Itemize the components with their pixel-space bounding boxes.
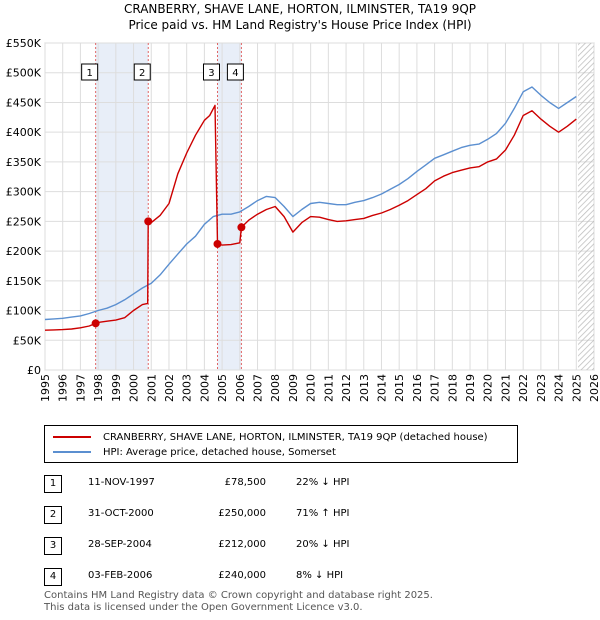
y-tick-label: £200K [6,245,42,258]
legend-swatch-property [53,436,91,438]
hpi-line [44,86,577,321]
legend-label-property: CRANBERRY, SHAVE LANE, HORTON, ILMINSTER… [103,431,488,443]
x-tick-label: 2019 [464,374,477,402]
x-tick-label: 2026 [588,374,600,402]
sale-number-box [133,63,151,81]
sale-number-box [226,63,244,81]
transaction-price: £78,500 [224,477,266,488]
transaction-date: 31-OCT-2000 [88,508,154,519]
property-price-line [44,104,577,331]
x-tick-label: 2015 [393,374,406,402]
x-tick-label: 2002 [163,374,176,402]
transaction-price: £250,000 [218,508,266,519]
sale-number-label: 3 [208,68,214,79]
y-tick-label: £500K [6,67,42,80]
x-tick-label: 2014 [375,374,388,402]
transaction-hpi-diff: 22% ↓ HPI [296,477,350,488]
x-tick-label: 2023 [535,374,548,402]
legend-item-hpi: HPI: Average price, detached house, Some… [53,445,336,459]
chart-title: CRANBERRY, SHAVE LANE, HORTON, ILMINSTER… [123,2,477,16]
transaction-price: £212,000 [218,539,266,550]
x-tick-label: 1997 [74,374,87,402]
x-tick-label: 2006 [234,374,247,402]
transaction-date: 03-FEB-2006 [88,570,153,581]
x-tick-label: 2000 [128,374,141,402]
x-tick-label: 2011 [322,374,335,402]
sale-period-band [95,43,149,370]
sale-number-label: 4 [232,68,238,79]
x-tick-label: 1999 [110,374,123,402]
sale-number-label: 2 [139,68,145,79]
y-tick-label: £450K [6,96,42,109]
transaction-number: 2 [44,506,62,524]
transaction-date: 28-SEP-2004 [88,539,152,550]
x-tick-label: 2017 [429,374,442,402]
x-tick-label: 2018 [446,374,459,402]
sale-point [237,223,246,232]
x-tick-label: 2005 [216,374,229,402]
y-tick-label: £550K [6,37,42,50]
y-tick-label: £150K [6,275,42,288]
y-tick-label: £350K [6,156,42,169]
y-tick-label: £250K [6,215,42,228]
transaction-number: 1 [44,475,62,493]
sale-point [144,217,153,226]
y-tick-label: £0 [27,364,41,377]
transaction-number: 4 [44,568,62,586]
transaction-date: 11-NOV-1997 [88,477,155,488]
y-tick-label: £50K [13,334,42,347]
footer: Contains HM Land Registry data © Crown c… [44,590,433,614]
sale-number-box [202,63,220,81]
chart-subtitle: Price paid vs. HM Land Registry's House … [128,18,472,32]
footer-licence: This data is licensed under the Open Gov… [44,602,363,613]
legend-swatch-hpi [53,451,91,453]
sale-period-band [217,43,242,370]
x-tick-label: 2007 [252,374,265,402]
x-tick-label: 2021 [499,374,512,402]
sale-point [213,239,222,248]
price-chart: 1 2 3 4 £0 £50K £100K £150K £200K £250K £300K £350… [6,37,600,402]
x-tick-label: 2020 [482,374,495,402]
forecast-hatch [578,43,594,370]
transaction-number: 3 [44,537,62,555]
x-tick-label: 2024 [553,374,566,402]
x-tick-label: 2001 [145,374,158,402]
x-tick-label: 2010 [305,374,318,402]
sale-point [91,319,100,328]
x-tick-label: 2012 [340,374,353,402]
x-tick-label: 2025 [570,374,583,402]
x-tick-label: 2016 [411,374,424,402]
legend-item-property: CRANBERRY, SHAVE LANE, HORTON, ILMINSTER… [53,430,488,444]
x-tick-label: 2003 [181,374,194,402]
x-tick-label: 1996 [57,374,70,402]
x-tick-label: 2009 [287,374,300,402]
transaction-hpi-diff: 8% ↓ HPI [296,570,344,581]
sale-number-label: 1 [86,68,92,79]
x-tick-label: 1995 [39,374,52,402]
sale-number-box [81,63,99,81]
footer-copyright: Contains HM Land Registry data © Crown c… [44,590,433,601]
x-tick-label: 1998 [92,374,105,402]
y-tick-label: £400K [6,126,42,139]
y-tick-label: £100K [6,305,42,318]
transaction-hpi-diff: 71% ↑ HPI [296,508,350,519]
x-tick-label: 2022 [517,374,530,402]
transaction-price: £240,000 [218,570,266,581]
x-tick-label: 2004 [198,374,211,402]
legend: CRANBERRY, SHAVE LANE, HORTON, ILMINSTER… [44,425,518,463]
y-tick-label: £300K [6,186,42,199]
x-tick-label: 2013 [358,374,371,402]
transaction-hpi-diff: 20% ↓ HPI [296,539,350,550]
legend-label-hpi: HPI: Average price, detached house, Some… [103,446,336,458]
x-tick-label: 2008 [269,374,282,402]
